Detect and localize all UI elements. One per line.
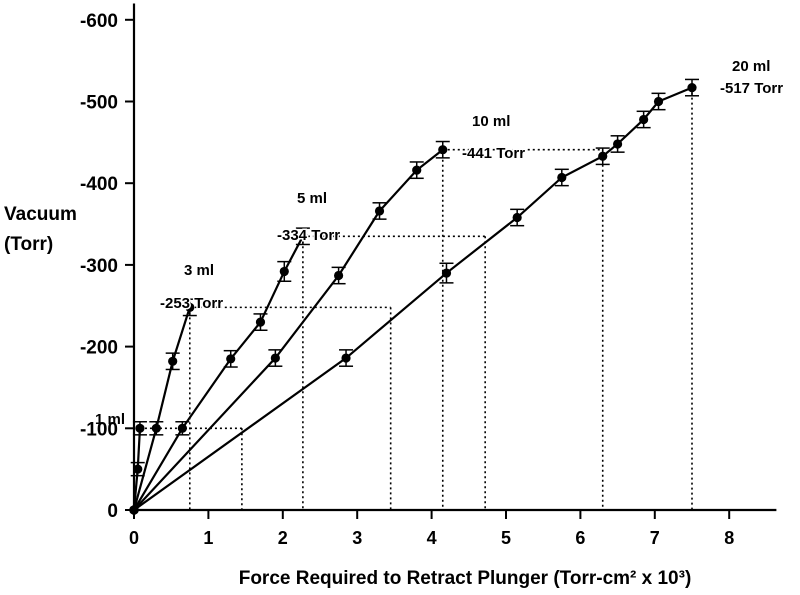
data-point xyxy=(687,83,697,93)
data-point xyxy=(598,151,608,161)
data-point xyxy=(135,423,145,433)
data-point xyxy=(438,145,448,155)
series-3-ml xyxy=(129,298,197,515)
data-point xyxy=(279,266,289,277)
data-point xyxy=(341,353,351,363)
series-label: -441 Torr xyxy=(462,145,525,162)
data-point xyxy=(639,114,649,125)
series-label: 3 ml xyxy=(184,262,214,279)
series-20-ml xyxy=(129,78,699,515)
x-tick-label: 0 xyxy=(129,528,139,548)
data-point xyxy=(374,206,385,216)
series-line xyxy=(133,235,304,511)
series-label: 20 ml xyxy=(732,58,770,75)
data-point xyxy=(613,139,623,149)
y-tick-label: 0 xyxy=(107,501,118,522)
y-tick-label: -500 xyxy=(80,93,118,114)
x-tick-label: 8 xyxy=(724,528,734,548)
data-point xyxy=(129,505,139,515)
series-label: -334 Torr xyxy=(277,227,340,244)
series-label: -253 Torr xyxy=(160,295,223,312)
series-line xyxy=(133,86,693,511)
data-point xyxy=(270,353,280,363)
y-tick-label: -300 xyxy=(80,256,118,277)
series-labels: 1 ml 3 ml -253 Torr 5 ml -334 Torr 10 ml -441 … xyxy=(95,58,785,428)
y-axis-label-line: (Torr) xyxy=(4,234,53,255)
series-label: 5 ml xyxy=(297,190,327,207)
y-tick-label: -100 xyxy=(80,419,118,440)
series-10-ml xyxy=(129,140,450,515)
data-point xyxy=(653,96,664,107)
series-label: -517 Torr xyxy=(720,80,783,97)
x-tick-label: 2 xyxy=(278,528,288,548)
data-point xyxy=(185,302,195,312)
y-tick-label: -400 xyxy=(80,174,118,195)
data-point xyxy=(512,212,522,223)
series-line xyxy=(132,307,191,511)
axes: 0 1 2 3 4 5 6 7 8 0 -100 -200 -300 -400 -500 -600 xyxy=(80,3,777,548)
x-tick-label: 6 xyxy=(575,528,585,548)
y-tick-label: -600 xyxy=(80,11,118,32)
y-axis-label: Vacuum (Torr) xyxy=(4,204,77,255)
data-point xyxy=(226,354,236,364)
data-point xyxy=(298,231,308,241)
series-group xyxy=(129,78,699,515)
data-point xyxy=(255,317,266,327)
data-point xyxy=(151,423,161,433)
series-line xyxy=(133,148,444,511)
x-tick-label: 4 xyxy=(427,528,437,548)
y-axis-label-line: Vacuum xyxy=(4,204,77,225)
data-point xyxy=(334,270,344,281)
data-point xyxy=(441,268,452,278)
data-point xyxy=(168,356,178,366)
x-tick-label: 5 xyxy=(501,528,511,548)
data-point xyxy=(133,464,143,474)
data-point xyxy=(557,172,567,183)
y-tick-label: -200 xyxy=(80,338,118,359)
x-axis-label: Force Required to Retract Plunger (Torr-… xyxy=(239,568,692,589)
x-tick-label: 3 xyxy=(352,528,362,548)
data-point xyxy=(177,423,187,433)
x-tick-label: 7 xyxy=(650,528,660,548)
series-5-ml xyxy=(129,227,310,515)
x-tick-label: 1 xyxy=(203,528,213,548)
series-label: 1 ml xyxy=(95,411,125,428)
series-label: 10 ml xyxy=(472,113,510,130)
data-point xyxy=(412,165,422,175)
dotted-guides xyxy=(139,87,693,510)
